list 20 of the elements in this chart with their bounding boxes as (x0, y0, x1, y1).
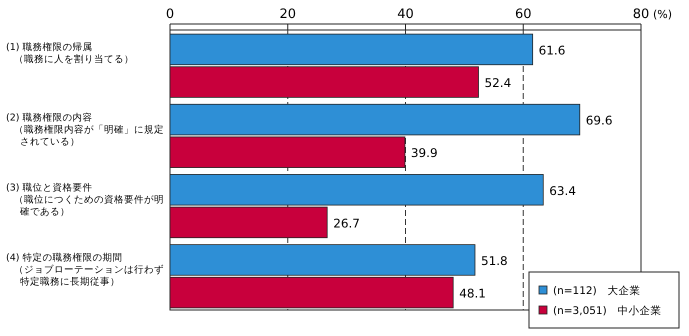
x-axis-title: (%) (653, 8, 672, 21)
y-tick-label: (2) 職務権限の内容（職務権限内容が「明確」に規定されている） (6, 111, 164, 148)
x-tick-label: 0 (166, 7, 174, 22)
x-tick-label: 80 (632, 7, 650, 22)
y-tick-label: (3) 職位と資格要件（職位につくための資格要件が明確である） (6, 181, 164, 218)
data-label: 39.9 (410, 146, 438, 160)
data-label: 52.4 (484, 76, 512, 90)
x-tick-label: 40 (397, 7, 414, 22)
data-label: 63.4 (549, 184, 576, 198)
data-label: 48.1 (459, 286, 486, 301)
x-tick-label: 20 (279, 7, 296, 22)
data-label: 61.6 (538, 43, 566, 58)
legend-label: (n=3,051) 中小企業 (553, 304, 662, 317)
y-tick-label: (4) 特定の職務権限の期間（ジョブローテーションは行わず特定職務に長期従事） (6, 252, 164, 288)
x-tick-label: 60 (514, 7, 532, 22)
y-tick-label: (1) 職務権限の帰属（職務に人を割り当てる） (6, 41, 134, 66)
data-label: 26.7 (333, 216, 360, 230)
legend-label: (n=112) 大企業 (553, 284, 641, 297)
data-label: 69.6 (586, 114, 612, 128)
data-label: 51.8 (480, 254, 508, 268)
